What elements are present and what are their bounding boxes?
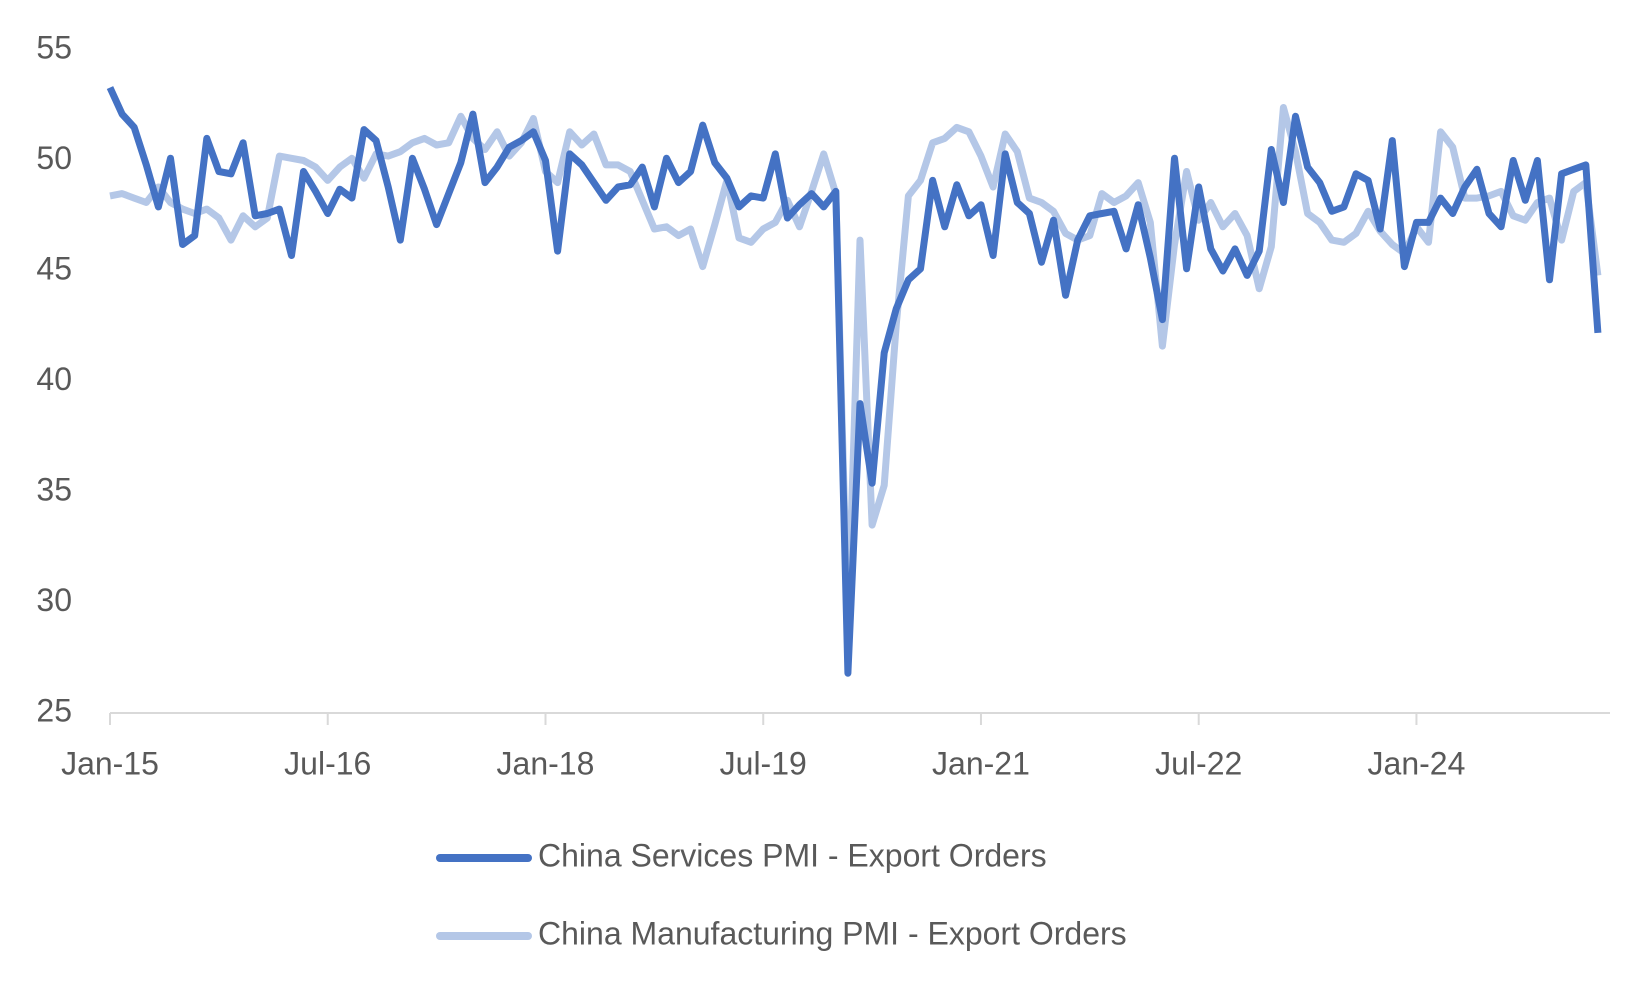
- x-tick-label: Jul-19: [720, 745, 807, 781]
- y-tick-label: 45: [36, 250, 72, 286]
- legend-label: China Manufacturing PMI - Export Orders: [538, 915, 1127, 951]
- x-tick-label: Jul-22: [1155, 745, 1242, 781]
- y-tick-label: 35: [36, 471, 72, 507]
- y-tick-label: 25: [36, 692, 72, 728]
- x-tick-label: Jan-15: [61, 745, 159, 781]
- y-tick-label: 50: [36, 140, 72, 176]
- y-tick-label: 55: [36, 29, 72, 65]
- y-tick-label: 40: [36, 361, 72, 397]
- x-tick-label: Jan-24: [1368, 745, 1466, 781]
- x-tick-label: Jan-21: [932, 745, 1030, 781]
- x-tick-label: Jan-18: [497, 745, 595, 781]
- y-tick-label: 30: [36, 582, 72, 618]
- series-line: [106, 86, 1602, 677]
- legend-label: China Services PMI - Export Orders: [538, 837, 1047, 873]
- x-tick-label: Jul-16: [284, 745, 371, 781]
